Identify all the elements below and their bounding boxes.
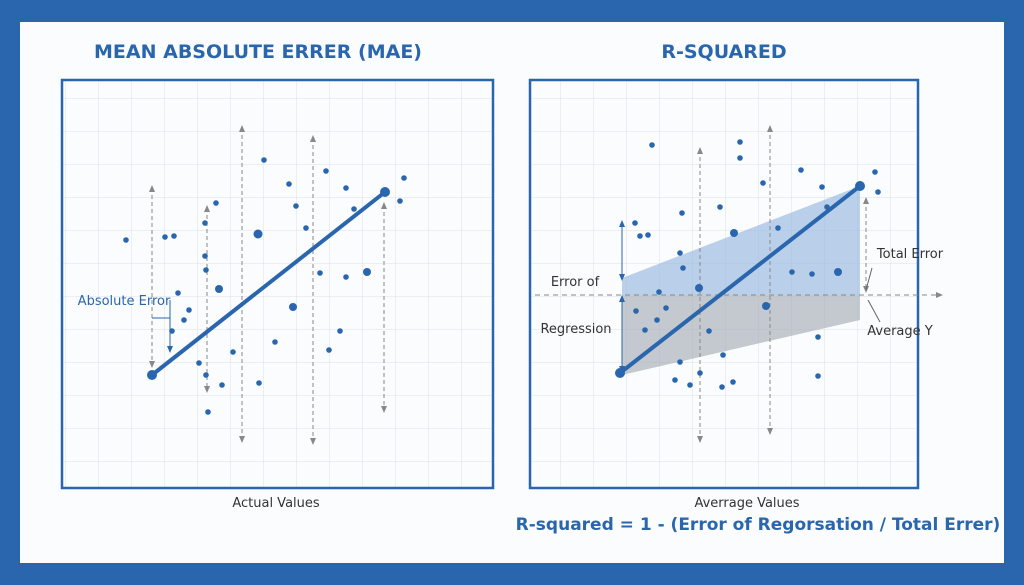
point [380, 187, 390, 197]
point [181, 317, 187, 323]
point [230, 349, 236, 355]
panel-title: R-SQUARED [661, 41, 786, 63]
point [720, 352, 726, 358]
point [317, 270, 323, 276]
point [809, 271, 815, 277]
point [730, 379, 736, 385]
point [326, 347, 332, 353]
point [256, 380, 262, 386]
r2-illustration [535, 125, 943, 443]
point [615, 368, 625, 378]
point [303, 225, 309, 231]
annotation: Regression [540, 322, 611, 337]
point [824, 204, 830, 210]
point [219, 382, 225, 388]
point [162, 234, 168, 240]
point [717, 204, 723, 210]
regression-error-area [622, 295, 860, 375]
point [737, 139, 743, 145]
point [815, 373, 821, 379]
point [737, 155, 743, 161]
annotation: Total Error [876, 247, 944, 262]
point [695, 284, 703, 292]
point [171, 233, 177, 239]
point [169, 328, 175, 334]
regression-line [618, 184, 862, 375]
panel-frame [60, 78, 495, 490]
point [123, 237, 129, 243]
point [654, 317, 660, 323]
point [286, 181, 292, 187]
point [343, 185, 349, 191]
point [351, 206, 357, 212]
point [213, 200, 219, 206]
point [633, 308, 639, 314]
point [677, 359, 683, 365]
point [649, 142, 655, 148]
point [202, 220, 208, 226]
point [687, 382, 693, 388]
point [815, 334, 821, 340]
point [663, 305, 669, 311]
point [680, 265, 686, 271]
point [637, 233, 643, 239]
mae-illustration [123, 125, 407, 445]
axis-label: Averrage Values [694, 496, 799, 511]
point [697, 370, 703, 376]
point [203, 372, 209, 378]
point [202, 253, 208, 259]
connector [867, 299, 881, 323]
point [261, 157, 267, 163]
annotation: Error of [551, 275, 600, 290]
point [175, 290, 181, 296]
point [272, 339, 278, 345]
point [730, 229, 738, 237]
point [203, 267, 209, 273]
point [632, 220, 638, 226]
point [855, 181, 865, 191]
point [875, 189, 881, 195]
point [656, 289, 662, 295]
point [337, 328, 343, 334]
point [401, 175, 407, 181]
point [343, 274, 349, 280]
axis-label: Actual Values [232, 496, 320, 511]
connector [865, 267, 873, 291]
point [706, 328, 712, 334]
point [215, 285, 223, 293]
regression-line [150, 190, 387, 377]
point [679, 210, 685, 216]
panel-title: MEAN ABSOLUTE ERRER (MAE) [94, 41, 422, 63]
point [205, 409, 211, 415]
point [762, 302, 770, 310]
point [719, 384, 725, 390]
annotation: Average Y [867, 324, 933, 339]
point [798, 167, 804, 173]
point [672, 377, 678, 383]
point [834, 268, 842, 276]
point [253, 229, 263, 239]
annotation: Absolute Error [78, 294, 171, 309]
point [789, 269, 795, 275]
point [186, 307, 192, 313]
point [397, 198, 403, 204]
point [293, 203, 299, 209]
formula: R-squared = 1 - (Error of Regorsation / … [516, 515, 1001, 535]
point [289, 303, 297, 311]
point [760, 180, 766, 186]
point [819, 184, 825, 190]
point [677, 250, 683, 256]
point [642, 327, 648, 333]
point [872, 169, 878, 175]
point [645, 232, 651, 238]
point [147, 370, 157, 380]
point [323, 168, 329, 174]
point [196, 360, 202, 366]
point [363, 268, 371, 276]
point [775, 225, 781, 231]
